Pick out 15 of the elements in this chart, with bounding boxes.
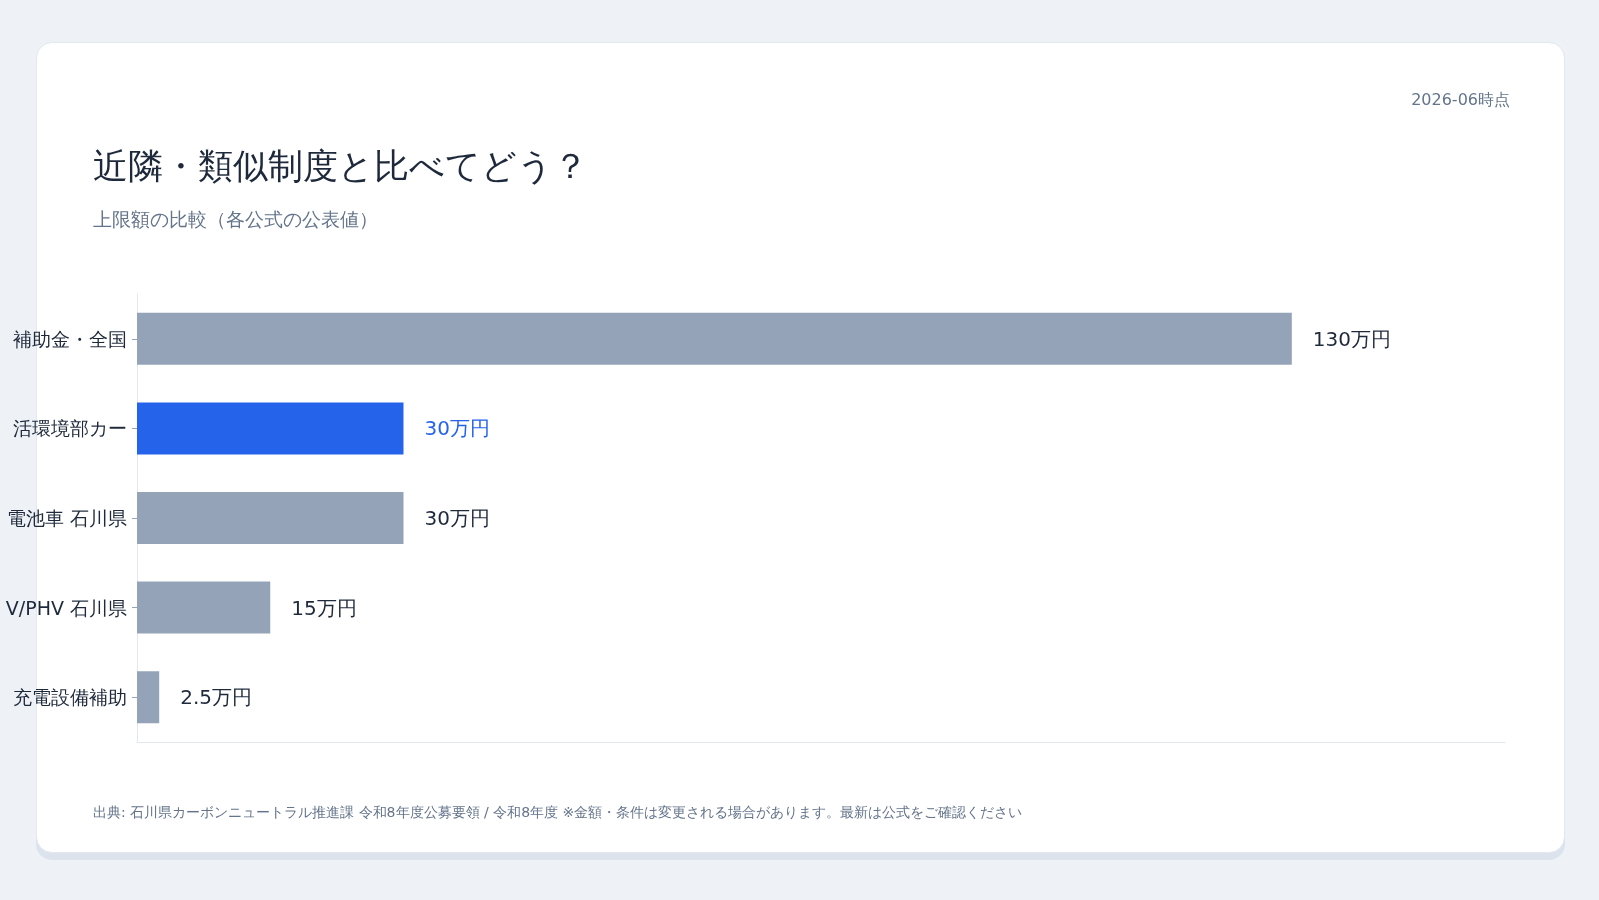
y-tick-label: 電池車 石川県 [6, 507, 127, 529]
chart-subtitle: 上限額の比較（各公式の公表値） [93, 207, 378, 232]
data-label: 2.5万円 [180, 685, 253, 710]
data-label: 130万円 [1312, 326, 1391, 351]
y-tick-label: V/PHV 石川県 [5, 596, 127, 619]
data-label: 30万円 [424, 506, 490, 530]
y-tick-label: 充電設備補助 [13, 686, 127, 709]
bar [137, 402, 404, 455]
y-tick-label: 活環境部カー [13, 417, 127, 440]
text: 2026-06時点 [1411, 89, 1510, 111]
y-tick-label: 補助金・全国 [13, 327, 127, 350]
chart-title: 近隣・類似制度と比べてどう？ [93, 145, 588, 188]
data-label: 30万円 [424, 416, 490, 441]
source-note: 出典: 石川県カーボンニュートラル推進課 令和8年度公募要領 / 令和8年度 ※金額・条件は変更される場合があります。最新は公式をご確認ください [93, 803, 1023, 821]
data-label: 15万円 [291, 595, 357, 620]
